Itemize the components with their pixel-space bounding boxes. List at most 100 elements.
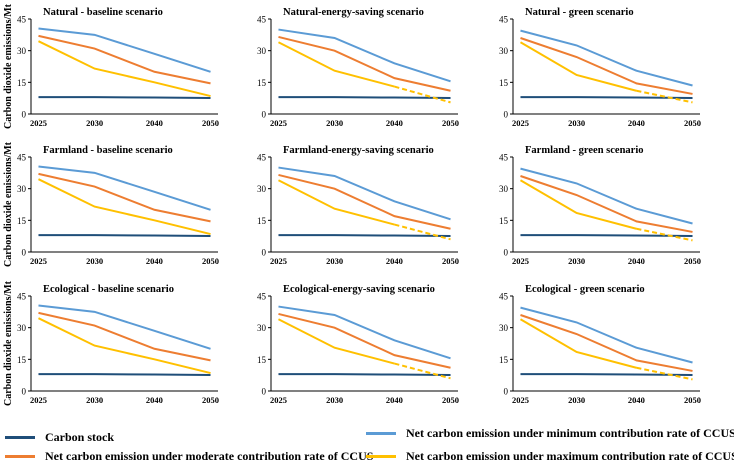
series-line-moderate_ccus bbox=[278, 312, 451, 369]
y-tick-label: 15 bbox=[257, 78, 267, 88]
series-line-max_ccus bbox=[519, 41, 637, 92]
y-tick-label: 15 bbox=[499, 355, 509, 365]
y-tick-label: 30 bbox=[499, 46, 509, 56]
x-tick-label: 2030 bbox=[568, 118, 585, 128]
panel-6: 0 15 30 45 2025 2030 2040 2050 Farmland - green … bbox=[499, 145, 701, 266]
series-line-carbon_stock bbox=[38, 373, 211, 376]
x-tick-label: 2025 bbox=[30, 395, 47, 405]
series-line-moderate_ccus bbox=[38, 172, 211, 223]
y-tick-label: 15 bbox=[499, 216, 509, 226]
series-line-min_ccus bbox=[278, 166, 451, 221]
x-tick-label: 2025 bbox=[30, 256, 47, 266]
series-dash-max_ccus bbox=[394, 362, 451, 380]
y-tick-label: 0 bbox=[22, 110, 27, 120]
series-line-carbon_stock bbox=[278, 96, 451, 99]
series-line-carbon_stock bbox=[38, 96, 211, 99]
y-tick-label: 0 bbox=[504, 387, 509, 397]
series-line-min_ccus bbox=[38, 27, 211, 73]
x-tick-label: 2050 bbox=[202, 395, 219, 405]
panel-title: Farmland - baseline scenario bbox=[43, 145, 173, 156]
series-line-moderate_ccus bbox=[38, 311, 211, 362]
panel-5: 0 15 30 45 2025 2030 2040 2050 Farmland-energy-s… bbox=[257, 145, 459, 266]
legend-item-carbon-stock: Carbon stock bbox=[5, 430, 114, 445]
y-tick-label: 15 bbox=[17, 216, 27, 226]
series-line-carbon_stock bbox=[520, 96, 693, 99]
y-tick-label: 0 bbox=[262, 387, 267, 397]
panel-3: 0 15 30 45 2025 2030 2040 2050 Natural - green s… bbox=[499, 7, 701, 128]
series-line-max_ccus bbox=[38, 40, 211, 98]
x-tick-label: 2040 bbox=[146, 118, 163, 128]
y-tick-label: 0 bbox=[22, 248, 27, 258]
x-tick-label: 2025 bbox=[512, 395, 529, 405]
legend: Carbon stock Net carbon emission under m… bbox=[0, 420, 734, 465]
series-line-min_ccus bbox=[278, 28, 451, 83]
series-line-min_ccus bbox=[520, 167, 693, 225]
y-tick-label: 15 bbox=[257, 216, 267, 226]
panel-title: Farmland-energy-saving scenario bbox=[283, 145, 434, 156]
series-line-max_ccus bbox=[278, 41, 395, 88]
panel-2: 0 15 30 45 2025 2030 2040 2050 Natural-energy-sa… bbox=[257, 7, 459, 128]
x-tick-label: 2050 bbox=[202, 118, 219, 128]
y-tick-label: 45 bbox=[499, 292, 509, 302]
series-dash-max_ccus bbox=[636, 227, 693, 242]
x-tick-label: 2025 bbox=[270, 256, 287, 266]
series-line-min_ccus bbox=[38, 165, 211, 211]
x-tick-label: 2040 bbox=[386, 395, 403, 405]
y-tick-label: 0 bbox=[22, 387, 27, 397]
series-dash-max_ccus bbox=[636, 89, 693, 104]
x-tick-label: 2050 bbox=[442, 256, 459, 266]
series-line-max_ccus bbox=[38, 178, 211, 236]
series-dash-max_ccus bbox=[636, 366, 693, 381]
x-tick-label: 2050 bbox=[684, 118, 701, 128]
series-dash-max_ccus bbox=[394, 85, 451, 104]
x-tick-label: 2030 bbox=[326, 256, 343, 266]
legend-swatch-max-ccus bbox=[366, 455, 396, 458]
panel-title: Natural - green scenario bbox=[525, 7, 634, 18]
x-tick-label: 2025 bbox=[512, 118, 529, 128]
y-tick-label: 45 bbox=[257, 15, 267, 25]
legend-label-min-ccus: Net carbon emission under minimum contri… bbox=[406, 426, 734, 440]
y-tick-label: 30 bbox=[257, 184, 267, 194]
series-line-carbon_stock bbox=[278, 373, 451, 376]
series-line-max_ccus bbox=[38, 317, 211, 375]
series-line-max_ccus bbox=[278, 179, 395, 226]
x-tick-label: 2030 bbox=[86, 118, 103, 128]
x-tick-label: 2025 bbox=[270, 395, 287, 405]
panel-1: 0 15 30 45 2025 2030 2040 2050 Natural - baselin… bbox=[3, 3, 219, 129]
y-tick-label: 30 bbox=[499, 323, 509, 333]
y-tick-label: 45 bbox=[257, 153, 267, 163]
y-tick-label: 0 bbox=[262, 110, 267, 120]
series-line-max_ccus bbox=[519, 318, 637, 369]
panel-title: Ecological - green scenario bbox=[525, 284, 645, 295]
series-line-min_ccus bbox=[520, 306, 693, 364]
y-tick-label: 0 bbox=[504, 248, 509, 258]
x-tick-label: 2030 bbox=[568, 256, 585, 266]
panel-7: 0 15 30 45 2025 2030 2040 2050 Ecological - base… bbox=[3, 280, 219, 406]
x-tick-label: 2025 bbox=[30, 118, 47, 128]
y-tick-label: 15 bbox=[17, 78, 27, 88]
y-tick-label: 45 bbox=[499, 15, 509, 25]
series-line-min_ccus bbox=[520, 29, 693, 87]
panel-title: Natural-energy-saving scenario bbox=[283, 7, 424, 18]
legend-label-carbon-stock: Carbon stock bbox=[45, 430, 115, 444]
x-tick-label: 2025 bbox=[270, 118, 287, 128]
y-axis-label: Carbon dioxide emissions/Mt bbox=[3, 280, 14, 406]
y-tick-label: 45 bbox=[17, 15, 27, 25]
x-tick-label: 2050 bbox=[202, 256, 219, 266]
series-line-moderate_ccus bbox=[520, 37, 693, 95]
y-tick-label: 0 bbox=[504, 110, 509, 120]
y-tick-label: 30 bbox=[17, 184, 27, 194]
panel-title: Natural - baseline scenario bbox=[43, 7, 163, 18]
x-tick-label: 2040 bbox=[628, 395, 645, 405]
x-tick-label: 2030 bbox=[568, 395, 585, 405]
panel-title: Ecological-energy-saving scenario bbox=[283, 284, 435, 295]
y-axis-label: Carbon dioxide emissions/Mt bbox=[3, 141, 14, 267]
x-tick-label: 2025 bbox=[512, 256, 529, 266]
legend-item-max-ccus: Net carbon emission under maximum contri… bbox=[366, 449, 734, 464]
y-tick-label: 30 bbox=[257, 46, 267, 56]
series-line-max_ccus bbox=[519, 179, 637, 230]
series-line-carbon_stock bbox=[520, 234, 693, 237]
panel-8: 0 15 30 45 2025 2030 2040 2050 Ecological-energy… bbox=[257, 284, 459, 405]
legend-label-max-ccus: Net carbon emission under maximum contri… bbox=[406, 449, 734, 463]
